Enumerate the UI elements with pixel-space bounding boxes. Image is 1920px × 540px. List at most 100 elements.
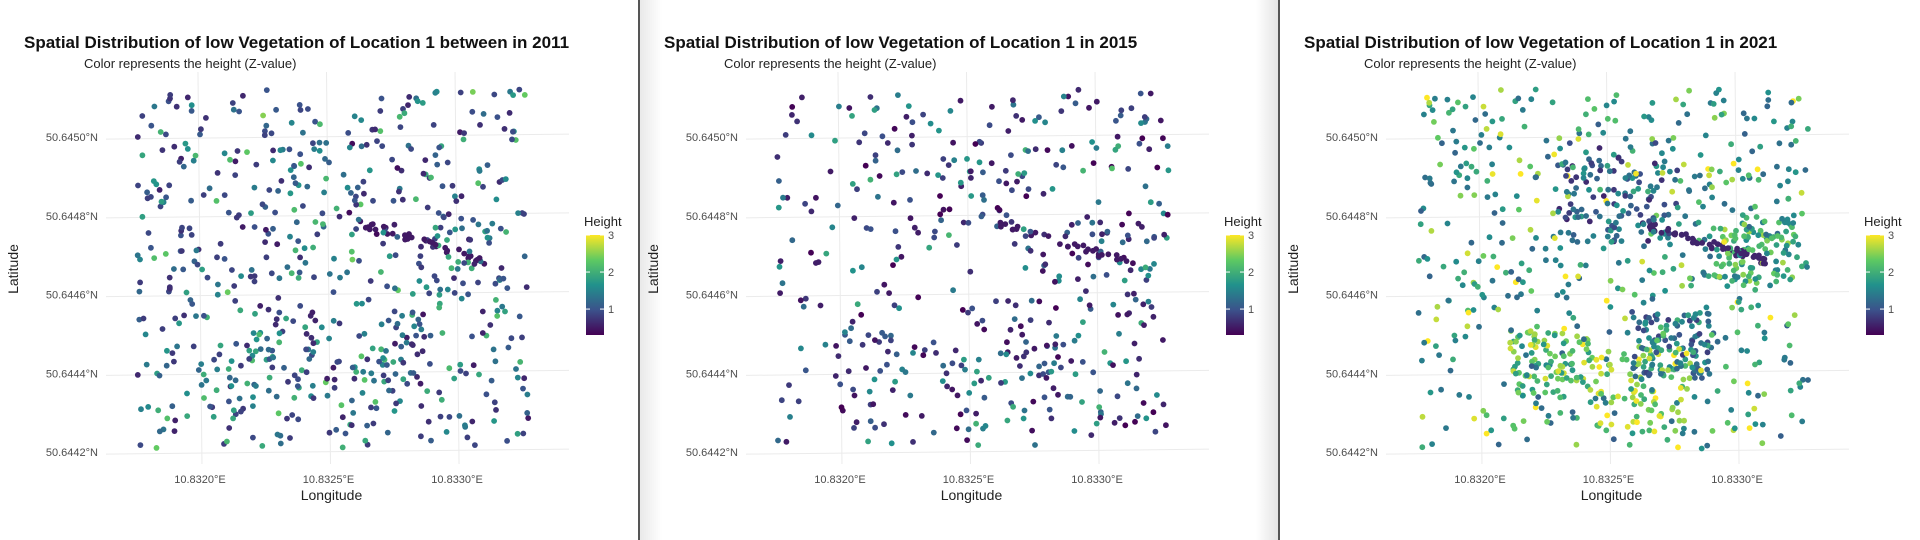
data-point (143, 361, 150, 368)
data-point (1606, 329, 1613, 335)
data-point (1681, 417, 1687, 424)
data-point (1713, 90, 1720, 96)
data-point (1661, 201, 1668, 208)
data-point (1578, 206, 1585, 213)
data-point (1738, 347, 1745, 354)
data-point (436, 389, 443, 396)
data-point (199, 266, 206, 273)
data-point (888, 440, 895, 447)
data-point (392, 340, 398, 347)
data-point (136, 288, 143, 295)
data-point (1687, 275, 1693, 282)
data-point (1104, 228, 1111, 235)
data-point (1699, 375, 1705, 381)
data-point (957, 179, 964, 186)
data-point (1610, 394, 1617, 401)
data-point (1590, 233, 1597, 239)
data-point (1744, 380, 1751, 387)
data-point (1790, 238, 1796, 245)
data-point (1126, 210, 1132, 217)
data-point (1679, 318, 1685, 325)
data-point (854, 186, 860, 193)
data-point (1009, 187, 1015, 194)
data-point (1722, 273, 1728, 280)
data-point (1764, 237, 1770, 244)
data-point (1728, 141, 1734, 148)
data-point (1495, 306, 1502, 313)
data-point (1528, 288, 1535, 294)
data-point (1551, 151, 1558, 158)
data-point (1131, 290, 1137, 297)
data-point (1654, 311, 1661, 318)
data-point (1551, 332, 1558, 339)
data-point (1720, 97, 1727, 104)
data-point (425, 418, 432, 425)
data-point (1621, 351, 1627, 357)
data-point (1528, 96, 1535, 103)
data-point (1673, 96, 1679, 103)
data-point (198, 382, 205, 388)
data-point (197, 131, 203, 138)
data-point (1124, 380, 1131, 387)
data-point (911, 224, 918, 231)
data-point (1052, 341, 1059, 348)
data-point (214, 254, 220, 261)
data-point (1658, 371, 1664, 377)
data-point (444, 286, 451, 293)
data-point (1499, 239, 1505, 246)
data-point (851, 392, 858, 399)
data-point (492, 358, 499, 365)
x-gridline (326, 71, 332, 465)
data-point (1630, 360, 1637, 366)
data-point (492, 280, 499, 287)
data-point (176, 158, 183, 165)
data-point (353, 300, 360, 307)
data-point (1513, 338, 1519, 345)
chart-subtitle: Color represents the height (Z-value) (1364, 56, 1576, 71)
data-point (774, 154, 781, 160)
data-point (1728, 407, 1735, 413)
data-point (1681, 425, 1687, 432)
data-point (372, 399, 379, 405)
data-point (1003, 212, 1010, 219)
data-point (1752, 203, 1758, 210)
data-point (509, 136, 515, 143)
data-point (1649, 387, 1655, 393)
data-point (357, 201, 364, 208)
data-point (488, 377, 495, 384)
data-point (1042, 261, 1049, 268)
data-point (426, 238, 433, 245)
data-point (975, 356, 982, 363)
data-point (996, 207, 1003, 213)
data-point (490, 346, 497, 353)
data-point (1569, 367, 1576, 374)
data-point (273, 393, 280, 400)
data-point (1593, 208, 1599, 215)
data-point (1086, 302, 1093, 309)
data-point (148, 122, 155, 129)
data-point (480, 183, 486, 190)
data-point (1456, 392, 1463, 398)
data-point (250, 330, 257, 336)
data-point (920, 111, 926, 118)
data-point (371, 377, 377, 384)
data-point (1683, 231, 1689, 238)
data-point (508, 335, 515, 342)
data-point (1773, 258, 1779, 265)
data-point (383, 348, 389, 354)
data-point (1058, 364, 1064, 371)
data-point (800, 303, 807, 310)
legend-tick-label: 3 (608, 230, 614, 242)
data-point (1613, 219, 1619, 226)
data-point (1752, 276, 1759, 282)
data-point (432, 89, 439, 96)
data-point (1491, 210, 1498, 216)
data-point (1724, 419, 1731, 426)
data-point (1741, 131, 1748, 137)
data-point (461, 260, 468, 266)
x-gridline (1094, 71, 1100, 465)
data-point (1704, 310, 1711, 317)
data-point (505, 344, 512, 351)
data-point (1093, 145, 1100, 151)
data-point (1483, 430, 1490, 437)
